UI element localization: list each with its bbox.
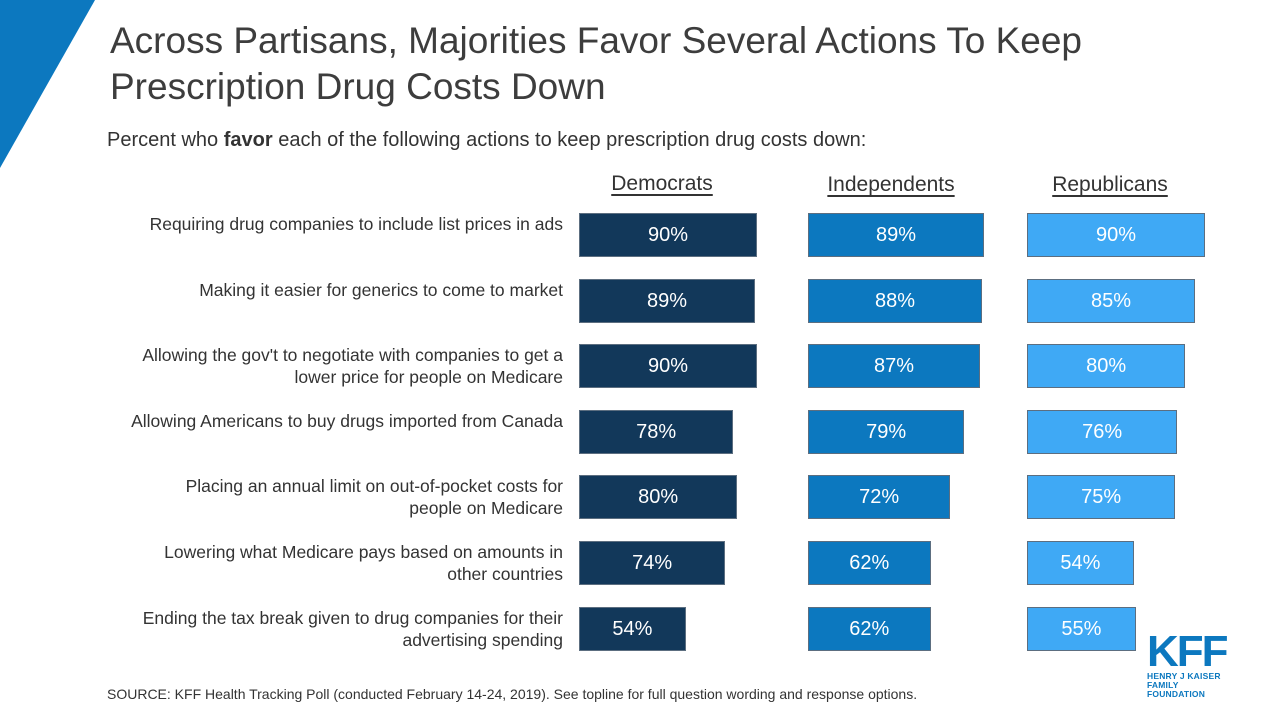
bar-democrats: [579, 409, 734, 454]
bar-republicans: [1027, 278, 1196, 323]
column-header-republicans: Republicans: [1052, 173, 1168, 196]
bar-value-label: 90%: [647, 224, 689, 246]
bar-value-label: 89%: [646, 289, 688, 312]
bar-republicans: [1027, 541, 1134, 585]
bar-value-label: 90%: [1095, 224, 1137, 246]
subtitle-emphasis: favor: [223, 129, 273, 151]
bar-value-label: 76%: [1082, 420, 1123, 443]
bar-value-label: 90%: [647, 355, 689, 378]
source-note: SOURCE: KFF Health Tracking Poll (conduc…: [107, 686, 918, 702]
bar-value-label: 72%: [859, 486, 900, 509]
bar-independents: [808, 278, 983, 323]
bar-value-label: 80%: [1086, 355, 1127, 378]
logo-line-2: FAMILY FOUNDATION: [1147, 680, 1206, 699]
bar-republicans: [1027, 606, 1136, 651]
logo-line-1: HENRY J KAISER: [1147, 671, 1221, 681]
corner-accent-shape: [0, 0, 95, 168]
bar-value-label: 55%: [1061, 617, 1102, 640]
bar-democrats: [579, 278, 756, 323]
bar-republicans: [1027, 475, 1176, 520]
bar-democrats: [579, 344, 757, 389]
column-header-democrats: Democrats: [611, 172, 713, 195]
bar-democrats: [579, 606, 686, 651]
bar-value-label: 74%: [632, 552, 673, 574]
logo-wordmark: KFF: [1147, 627, 1229, 676]
bar-value-label: 78%: [636, 420, 677, 443]
column-header-independents: Independents: [827, 173, 955, 196]
bar-value-label: 87%: [874, 355, 915, 378]
category-label: Ending the tax break given to drug compa…: [142, 607, 563, 650]
bar-republicans: [1027, 213, 1205, 257]
chart-title: Across Partisans, Majorities Favor Sever…: [110, 20, 1083, 107]
subtitle-text-start: Percent who: [107, 129, 224, 151]
bar-independents: [808, 606, 931, 651]
bar-democrats: [579, 541, 726, 585]
category-label: Allowing the gov't to negotiate with com…: [142, 345, 563, 388]
bar-value-label: 62%: [849, 552, 890, 574]
bar-republicans: [1027, 344, 1186, 389]
chart-subtitle: Percent who favor each of the following …: [107, 129, 866, 152]
bar-independents: [808, 409, 965, 454]
category-label: Placing an annual limit on out-of-pocket…: [185, 476, 563, 519]
category-label: Allowing Americans to buy drugs imported…: [131, 410, 563, 431]
bar-republicans: [1027, 409, 1178, 454]
bar-democrats: [579, 475, 738, 520]
bar-independents: [808, 475, 951, 520]
bar-value-label: 75%: [1081, 486, 1122, 509]
bar-independents: [808, 541, 931, 585]
bar-value-label: 80%: [638, 486, 679, 509]
category-label: Lowering what Medicare pays based on amo…: [164, 542, 563, 584]
bar-value-label: 62%: [849, 617, 890, 640]
bar-independents: [808, 213, 985, 257]
bar-value-label: 54%: [612, 617, 653, 640]
bar-value-label: 85%: [1091, 289, 1132, 312]
bar-independents: [808, 344, 981, 389]
category-label: Making it easier for generics to come to…: [199, 279, 563, 300]
bar-value-label: 89%: [875, 224, 917, 246]
bar-value-label: 88%: [875, 289, 916, 312]
category-label: Requiring drug companies to include list…: [149, 214, 563, 234]
bar-democrats: [579, 213, 757, 257]
kff-logo: KFF HENRY J KAISER FAMILY FOUNDATION: [1147, 627, 1235, 699]
bar-value-label: 54%: [1060, 552, 1101, 574]
bar-value-label: 79%: [866, 420, 907, 443]
subtitle-text-end: each of the following actions to keep pr…: [272, 129, 867, 151]
